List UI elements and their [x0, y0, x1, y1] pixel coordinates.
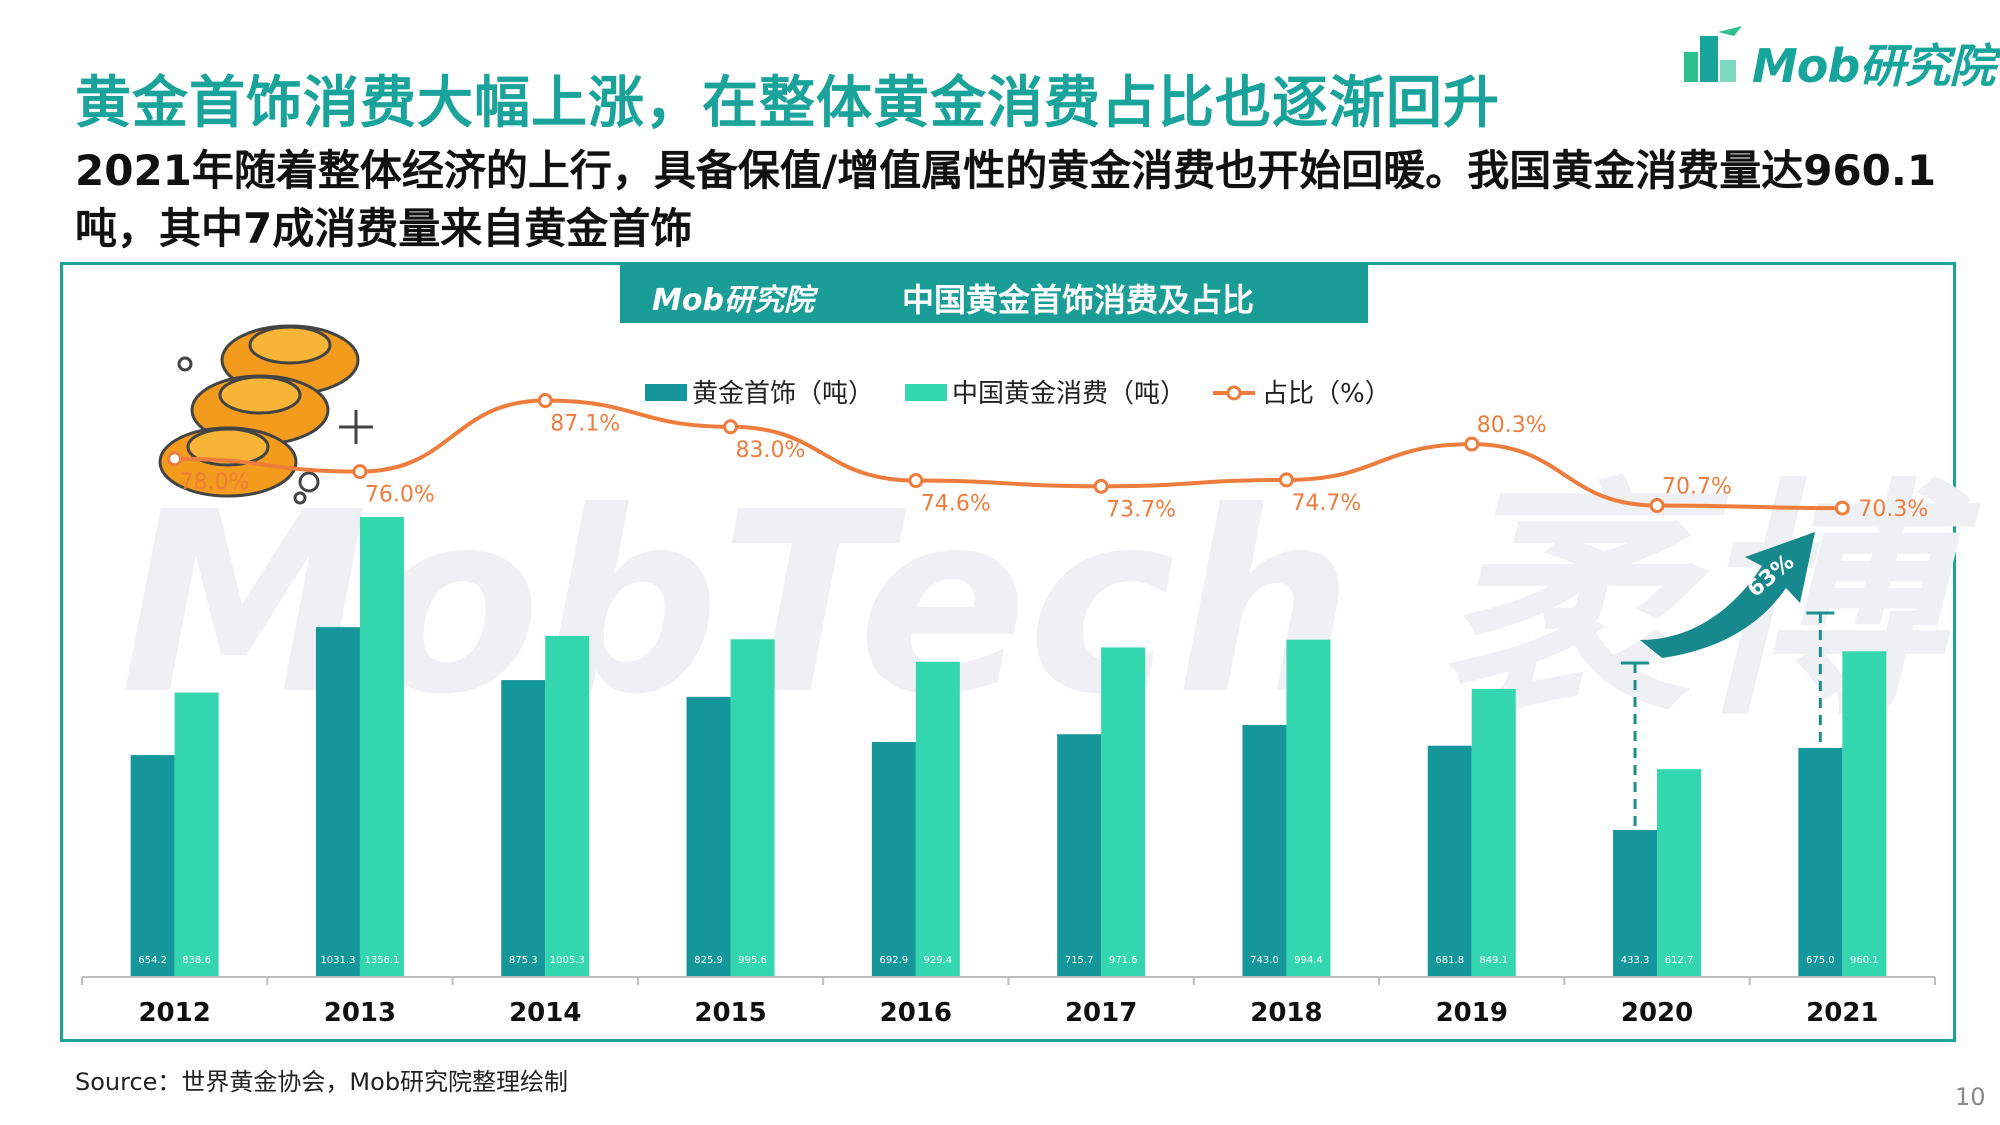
ratio-point-2013 [352, 464, 368, 480]
bar-label-total-2017: 971.6 [1109, 955, 1138, 966]
bar-label-jewelry-2018: 743.0 [1250, 955, 1279, 966]
bar-jewelry-2020 [1613, 830, 1658, 977]
bar-jewelry-2017 [1057, 734, 1102, 977]
legend-label-ratio: 占比（%） [1262, 379, 1391, 409]
ratio-line [174, 398, 1843, 511]
bar-total-2013 [359, 517, 404, 977]
x-tick-label-2013: 2013 [324, 998, 396, 1028]
legend-label-jewelry: 黄金首饰（吨） [692, 379, 874, 409]
bar-total-2017 [1101, 647, 1146, 977]
page-subtitle: 2021年随着整体经济的上行，具备保值/增值属性的黄金消费也开始回暖。我国黄金消… [75, 146, 1937, 253]
bar-total-2012 [174, 692, 219, 977]
bar-label-total-2012: 838.6 [182, 955, 211, 966]
x-tick-label-2018: 2018 [1250, 998, 1322, 1028]
ratio-point-2020 [1649, 498, 1665, 514]
x-tick-label-2012: 2012 [138, 998, 210, 1028]
ratio-label-2014: 87.1% [550, 412, 620, 437]
legend-label-total: 中国黄金消费（吨） [952, 379, 1186, 409]
x-tick-label-2017: 2017 [1065, 998, 1137, 1028]
chart-legend: 黄金首饰（吨） 中国黄金消费（吨） 占比（%） [645, 379, 1391, 409]
bar-total-2021 [1842, 651, 1887, 977]
bar-label-jewelry-2021: 675.0 [1806, 955, 1835, 966]
bar-label-total-2018: 994.4 [1294, 955, 1323, 966]
bar-label-jewelry-2014: 875.3 [509, 955, 538, 966]
bar-total-2018 [1286, 639, 1331, 977]
bar-total-2015 [730, 639, 775, 977]
ratio-point-2012 [167, 451, 183, 467]
building-icon [1684, 26, 1742, 82]
bar-label-total-2019: 849.1 [1479, 955, 1508, 966]
ratio-label-2020: 70.7% [1662, 475, 1732, 500]
bar-jewelry-2014 [501, 680, 546, 977]
chart-title: 中国黄金首饰消费及占比 [902, 281, 1255, 319]
ratio-point-2015 [723, 419, 739, 435]
ratio-point-2014 [537, 393, 553, 409]
ratio-label-2013: 76.0% [365, 483, 435, 508]
source-note: Source：世界黄金协会，Mob研究院整理绘制 [75, 1068, 569, 1096]
ratio-label-2017: 73.7% [1106, 497, 1176, 522]
bar-jewelry-2016 [871, 741, 916, 977]
bar-label-total-2021: 960.1 [1850, 955, 1879, 966]
bar-jewelry-2015 [686, 696, 731, 977]
bar-label-total-2013: 1356.1 [364, 955, 399, 966]
bar-label-jewelry-2015: 825.9 [694, 955, 723, 966]
x-tick-label-2015: 2015 [694, 998, 766, 1028]
bar-total-2020 [1657, 769, 1702, 977]
bar-label-jewelry-2012: 654.2 [138, 955, 167, 966]
bar-label-jewelry-2016: 692.9 [880, 955, 909, 966]
ratio-label-2016: 74.6% [921, 492, 991, 517]
brand-logo: Mob研究院 [1682, 22, 1995, 93]
chart-header-brand: Mob研究院 [652, 283, 814, 318]
legend-swatch-jewelry [645, 384, 687, 401]
bar-total-2019 [1471, 688, 1516, 977]
ratio-label-2012: 78.0% [180, 470, 250, 495]
bar-total-2016 [915, 661, 960, 977]
x-tick-label-2016: 2016 [880, 998, 952, 1028]
ratio-point-2017 [1093, 478, 1109, 494]
bar-label-total-2016: 929.4 [924, 955, 953, 966]
ratio-point-2021 [1834, 500, 1850, 516]
x-tick-label-2019: 2019 [1436, 998, 1508, 1028]
x-tick-label-2020: 2020 [1621, 998, 1693, 1028]
bar-label-total-2015: 995.6 [738, 955, 767, 966]
legend-swatch-total [905, 384, 947, 401]
brand-name: Mob研究院 [1752, 39, 1995, 93]
bar-label-jewelry-2019: 681.8 [1435, 955, 1464, 966]
bar-jewelry-2018 [1242, 724, 1287, 977]
ratio-point-2019 [1464, 436, 1480, 452]
bar-jewelry-2019 [1427, 745, 1472, 977]
x-tick-label-2021: 2021 [1806, 998, 1878, 1028]
bar-jewelry-2012 [130, 755, 175, 977]
bar-jewelry-2021 [1798, 748, 1843, 977]
legend-marker-ratio [1226, 385, 1242, 401]
chart-header: Mob研究院 中国黄金首饰消费及占比 [620, 263, 1368, 323]
page-number: 10 [1955, 1083, 1986, 1111]
ratio-label-2015: 83.0% [736, 438, 806, 463]
growth-arrow-icon [1640, 532, 1815, 658]
ratio-point-2018 [1278, 472, 1294, 488]
ratio-label-2018: 74.7% [1291, 491, 1361, 516]
x-tick-label-2014: 2014 [509, 998, 581, 1028]
bar-jewelry-2013 [315, 627, 360, 977]
ratio-label-2021: 70.3% [1858, 497, 1928, 522]
bar-label-total-2014: 1005.3 [550, 955, 585, 966]
ratio-label-2019: 80.3% [1477, 413, 1547, 438]
page-title: 黄金首饰消费大幅上涨，在整体黄金消费占比也逐渐回升 [75, 71, 1500, 136]
bar-label-jewelry-2017: 715.7 [1065, 955, 1094, 966]
bar-label-total-2020: 612.7 [1665, 955, 1694, 966]
ratio-point-2016 [908, 473, 924, 489]
bar-total-2014 [545, 635, 590, 977]
bar-label-jewelry-2013: 1031.3 [320, 955, 355, 966]
bar-label-jewelry-2020: 433.3 [1621, 955, 1650, 966]
gold-ingot-icon [158, 324, 373, 505]
